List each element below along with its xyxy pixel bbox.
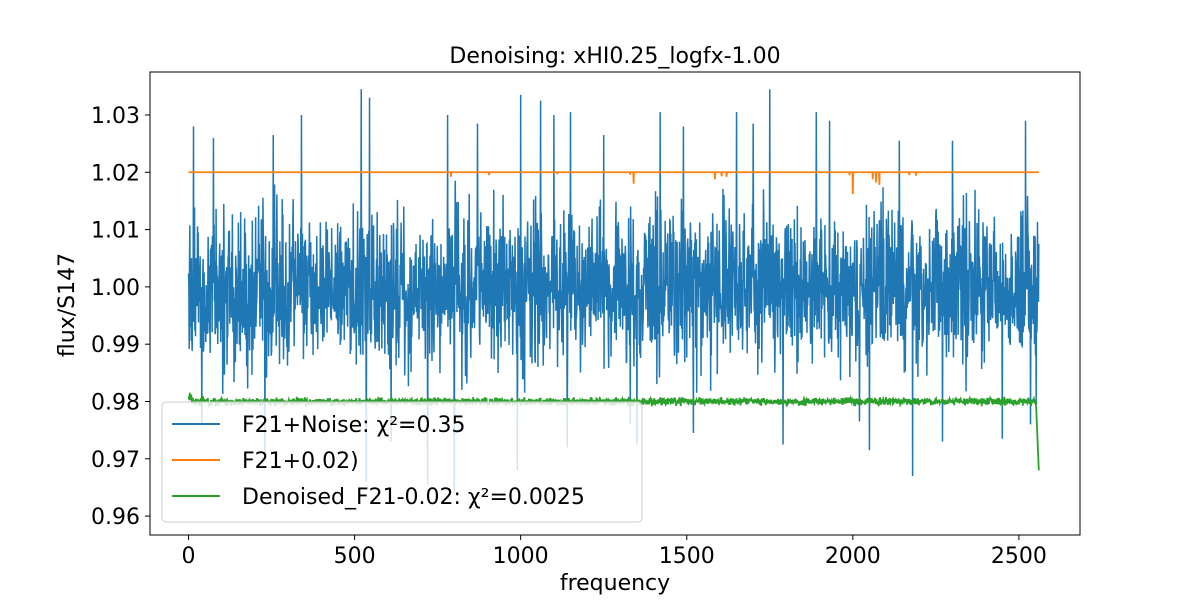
- x-tick-label: 1500: [659, 544, 715, 569]
- y-tick-label: 0.99: [91, 333, 140, 358]
- x-tick-label: 2000: [825, 544, 881, 569]
- chart-title: Denoising: xHI0.25_logfx-1.00: [449, 44, 780, 69]
- y-axis-label: flux/S147: [55, 253, 80, 357]
- y-tick-label: 0.96: [91, 505, 140, 530]
- axes-frame: [149, 71, 1081, 536]
- series-noisy-line: [187, 89, 1040, 494]
- plot-area: [187, 89, 1040, 494]
- y-tick-label: 1.02: [91, 161, 140, 186]
- legend: F21+Noise: χ²=0.35 F21+0.02) Denoised_F21-…: [161, 401, 643, 523]
- legend-label: F21+0.02): [242, 449, 359, 474]
- x-axis-label: frequency: [560, 571, 670, 596]
- plot-border: [149, 71, 1081, 536]
- y-tick-label: 1.00: [91, 276, 140, 301]
- x-tick-label: 500: [334, 544, 376, 569]
- x-tick-label: 2500: [991, 544, 1047, 569]
- legend-label: F21+Noise: χ²=0.35: [242, 413, 465, 438]
- x-axis: 0 500 1000 1500 2000 2500: [182, 535, 1047, 569]
- x-tick-label: 1000: [493, 544, 549, 569]
- y-tick-label: 1.01: [91, 219, 140, 244]
- x-tick-label: 0: [182, 544, 196, 569]
- y-tick-label: 1.03: [91, 104, 140, 129]
- series-denoised-line: [187, 392, 1040, 471]
- y-tick-label: 0.97: [91, 448, 140, 473]
- series-f21-line: [188, 171, 1039, 195]
- legend-box: [161, 401, 643, 523]
- y-axis: 0.96 0.97 0.98 0.99 1.00 1.01 1.02 1.03: [91, 104, 150, 530]
- y-tick-label: 0.98: [91, 390, 140, 415]
- legend-label: Denoised_F21-0.02: χ²=0.0025: [242, 485, 585, 510]
